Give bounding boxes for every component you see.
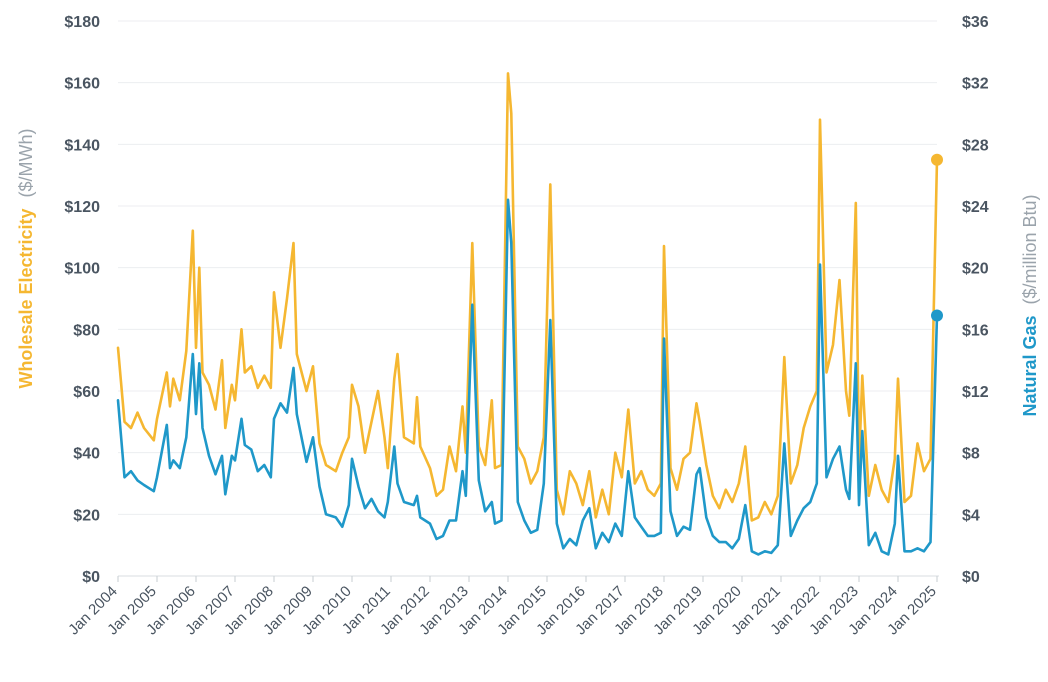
y-axis-right-title: Natural Gas ($/million Btu) [1020, 194, 1040, 416]
y-left-tick-label: $20 [73, 507, 100, 524]
y-left-tick-label: $60 [73, 384, 100, 401]
y-axis-left-title-unit: ($/MWh) [16, 128, 36, 197]
y-right-tick-label: $28 [962, 137, 989, 154]
y-right-tick-label: $24 [962, 199, 989, 216]
y-axis-left-title-main: Wholesale Electricity [16, 208, 36, 388]
y-axis-right-title-unit: ($/million Btu) [1020, 194, 1040, 304]
y-right-tick-label: $32 [962, 76, 989, 93]
series-lines [116, 72, 943, 556]
y-right-tick-label: $8 [962, 446, 980, 463]
y-left-tick-label: $160 [64, 76, 100, 93]
y-axis-left-title: Wholesale Electricity ($/MWh) [16, 128, 36, 388]
y-left-tick-label: $80 [73, 322, 100, 339]
y-left-tick-label: $40 [73, 446, 100, 463]
natural-gas-endpoint-marker [931, 309, 943, 322]
y-left-tick-label: $0 [82, 569, 100, 586]
y-right-tick-label: $4 [962, 507, 980, 524]
electricity-endpoint-marker [931, 153, 943, 166]
natural-gas-series-line [116, 198, 939, 556]
axes [117, 575, 939, 582]
grid-lines [118, 20, 937, 515]
y-left-tick-label: $140 [64, 137, 100, 154]
y-right-tick-label: $16 [962, 322, 989, 339]
y-left-tick-label: $120 [64, 199, 100, 216]
y-right-tick-label: $20 [962, 261, 989, 278]
y-left-tick-label: $180 [64, 14, 100, 31]
y-axis-right-title-main: Natural Gas [1020, 316, 1040, 417]
y-right-tick-label: $36 [962, 14, 989, 31]
electricity-series-line [116, 72, 939, 522]
y-right-tick-label: $12 [962, 384, 989, 401]
y-right-tick-label: $0 [962, 569, 980, 586]
tick-labels: $0 $20 $40 $60 $80 $100 $120 $140 $160 $180 $0 $4 $8… [64, 14, 988, 638]
y-left-tick-label: $100 [64, 261, 100, 278]
